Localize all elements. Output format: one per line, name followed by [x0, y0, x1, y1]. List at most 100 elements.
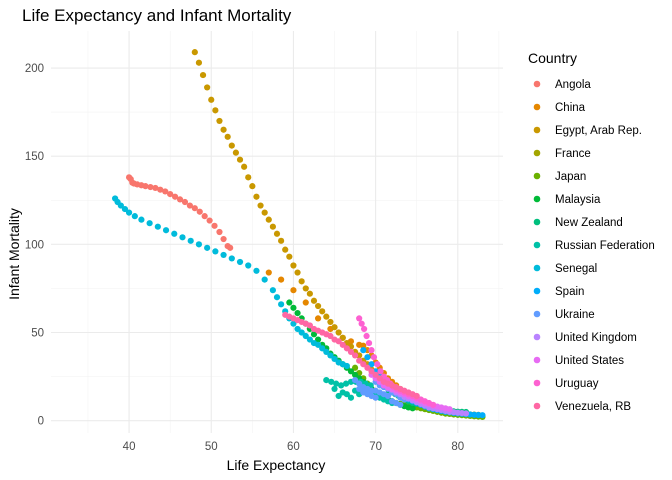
data-point [167, 190, 174, 198]
data-point [171, 230, 178, 237]
data-point [179, 234, 186, 241]
chart-title: Life Expectancy and Infant Mortality [22, 6, 292, 25]
legend-label: Egypt, Arab Rep. [555, 125, 642, 137]
data-point [374, 361, 381, 368]
legend-key [533, 80, 541, 88]
data-point [333, 380, 340, 387]
data-point [269, 287, 276, 294]
data-point [195, 241, 203, 248]
data-point [125, 209, 133, 216]
plot-points [112, 49, 486, 421]
data-point [273, 230, 281, 237]
legend: Country Angola China Egypt, Arab Rep. Franc… [528, 50, 655, 413]
series-egypt-arab-rep [191, 49, 387, 384]
series-senegal [112, 195, 350, 370]
data-point [302, 285, 309, 292]
data-point [335, 329, 342, 336]
legend-key [533, 195, 541, 203]
data-point [181, 198, 189, 206]
data-point [368, 347, 375, 354]
data-point [364, 354, 371, 361]
legend-label: Ukraine [555, 309, 595, 321]
data-point [224, 133, 231, 140]
data-point [211, 222, 218, 229]
data-point [339, 341, 346, 348]
legend-key [533, 103, 541, 111]
data-point [310, 297, 318, 304]
legend-label: France [555, 148, 591, 160]
data-point [273, 294, 281, 301]
data-point [286, 253, 293, 260]
data-point [360, 361, 367, 368]
data-point [196, 208, 203, 215]
data-point [232, 149, 240, 156]
data-point [331, 355, 338, 363]
data-point [157, 186, 164, 193]
data-point [339, 334, 346, 341]
legend-key [533, 287, 541, 295]
data-point [253, 193, 260, 200]
data-point [269, 223, 276, 230]
data-point [351, 352, 359, 359]
data-point [212, 107, 219, 114]
legend-key [533, 402, 541, 410]
data-point [121, 205, 129, 213]
y-tick-label: 0 [38, 416, 44, 428]
data-point [282, 246, 289, 253]
data-point [351, 371, 359, 378]
x-tick-label: 50 [205, 441, 218, 453]
legend-key [533, 218, 541, 226]
data-point [327, 318, 334, 326]
data-point [338, 382, 345, 389]
legend-label: Uruguay [555, 378, 599, 390]
data-point [376, 375, 383, 382]
x-axis-title: Life Expectancy [227, 457, 326, 473]
data-point [302, 332, 309, 340]
legend-key [533, 241, 541, 249]
data-point [212, 248, 219, 255]
legend-key [533, 149, 541, 157]
data-point [384, 392, 392, 400]
legend-label: Russian Federation [555, 240, 655, 252]
data-point [208, 96, 215, 103]
data-point [152, 184, 159, 192]
data-point [261, 209, 268, 216]
data-point [201, 213, 208, 220]
data-point [176, 196, 184, 203]
x-tick-label: 60 [287, 441, 300, 453]
data-point [206, 217, 213, 224]
data-point [186, 202, 193, 209]
legend-key [533, 333, 541, 341]
data-point [372, 394, 379, 401]
legend-label: Angola [555, 79, 591, 91]
data-point [236, 156, 244, 163]
x-tick-label: 40 [123, 441, 136, 453]
data-point [343, 362, 350, 370]
legend-label: Japan [555, 171, 586, 183]
data-point [154, 223, 161, 230]
data-point [306, 322, 313, 329]
data-point [261, 276, 268, 283]
data-point [245, 174, 252, 181]
data-point [342, 380, 350, 387]
data-point [319, 345, 326, 352]
data-point [365, 339, 373, 347]
legend-label: United States [555, 355, 624, 367]
data-point [290, 287, 297, 294]
data-point [397, 401, 404, 408]
series-venezuela-rb [282, 311, 420, 400]
y-tick-label: 200 [25, 63, 44, 75]
data-point [335, 392, 342, 400]
data-point [220, 235, 227, 243]
legend-key [533, 310, 541, 318]
data-point [204, 244, 211, 251]
data-point [228, 142, 235, 149]
data-point [343, 391, 350, 398]
data-point [306, 290, 313, 297]
data-point [162, 227, 170, 234]
data-point [195, 59, 203, 66]
data-point [171, 193, 179, 200]
data-point [314, 302, 322, 310]
data-point [290, 320, 297, 327]
